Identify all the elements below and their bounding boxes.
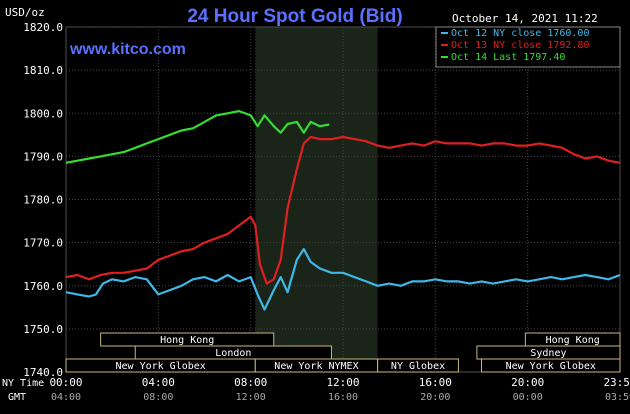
legend-entry: Oct 12 NY close 1760.00	[451, 28, 589, 39]
session-label: Hong Kong	[546, 335, 600, 346]
legend-box	[435, 26, 621, 68]
x-gmt-tick-label: 16:00	[328, 392, 358, 403]
x-gmt-tick-label: 00:00	[513, 392, 543, 403]
y-tick-label: 1740.0	[23, 366, 63, 379]
session-label: New York Globex	[115, 361, 205, 372]
x-gmt-tick-label: 20:00	[420, 392, 450, 403]
ny-time-label: NY Time	[2, 378, 44, 389]
x-ny-tick-label: 20:00	[511, 376, 544, 389]
session-label: Hong Kong	[160, 335, 214, 346]
x-ny-tick-label: 04:00	[142, 376, 175, 389]
series-layer	[65, 109, 621, 311]
y-tick-label: 1810.0	[23, 64, 63, 77]
y-tick-label: 1760.0	[23, 280, 63, 293]
x-ny-tick-label: 23:59	[603, 376, 630, 389]
timestamp: October 14, 2021 11:22	[452, 12, 598, 25]
session-label: London	[215, 348, 251, 359]
y-tick-label: 1750.0	[23, 323, 63, 336]
x-ny-tick-label: 16:00	[419, 376, 452, 389]
x-ny-tick-label: 00:00	[49, 376, 82, 389]
session-box	[481, 358, 621, 373]
y-tick-label: 1780.0	[23, 194, 63, 207]
legend-entry: Oct 14 Last 1797.40	[451, 52, 565, 63]
y-tick-label: 1790.0	[23, 150, 63, 163]
y-tick-label: 1800.0	[23, 107, 63, 120]
chart-title: 24 Hour Spot Gold (Bid)	[187, 6, 402, 27]
x-gmt-tick-label: 12:00	[236, 392, 266, 403]
y-tick-label: 1820.0	[23, 21, 63, 34]
session-box	[377, 358, 459, 373]
grid-layer	[65, 26, 621, 373]
site-link[interactable]: www.kitco.com	[69, 41, 186, 58]
unit-label: USD/oz	[5, 6, 45, 19]
session-label: NY Globex	[391, 361, 445, 372]
session-label: New York Globex	[506, 361, 596, 372]
series-line-1	[65, 248, 621, 311]
x-gmt-tick-label: 08:00	[143, 392, 173, 403]
x-ny-tick-label: 12:00	[326, 376, 359, 389]
series-line-2	[65, 135, 621, 285]
x-gmt-tick-label: 03:59	[605, 392, 630, 403]
x-gmt-tick-label: 04:00	[51, 392, 81, 403]
y-tick-label: 1770.0	[23, 237, 63, 250]
session-label: Sydney	[530, 348, 566, 359]
legend-entry: Oct 13 NY close 1792.80	[451, 40, 589, 51]
x-ny-tick-label: 08:00	[234, 376, 267, 389]
axis-layer: 1740.0 1750.0 1760.0 1770.0 1780.0 1790.0 1800…	[23, 21, 630, 403]
session-label: New York NYMEX	[274, 361, 358, 372]
gmt-label: GMT	[8, 392, 26, 403]
series-line-3	[65, 109, 330, 164]
